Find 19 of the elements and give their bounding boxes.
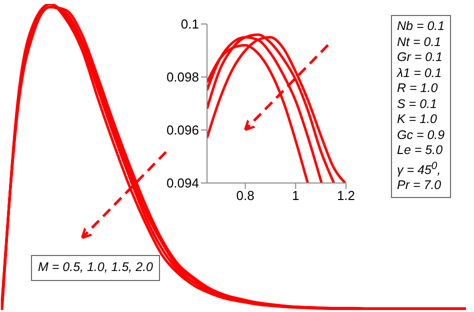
annotation: M = 0.5, 1.0, 1.5, 2.0 bbox=[31, 255, 160, 280]
y-tick-label: 0.098 bbox=[166, 70, 199, 85]
y-tick-label: 0.1 bbox=[180, 16, 199, 32]
x-tick-label: 1.2 bbox=[336, 188, 356, 204]
y-tick-label: 0.094 bbox=[166, 176, 199, 191]
annotation: Pr = 7.0 bbox=[397, 178, 442, 194]
x-tick-label: 0.8 bbox=[236, 188, 254, 204]
annotation: Nb = 0.1 bbox=[397, 19, 445, 34]
annotation: Le = 5.0 bbox=[397, 143, 444, 158]
annotation: R = 1.0 bbox=[397, 81, 439, 96]
annotation: γ = 45$^{0}$, bbox=[397, 160, 442, 178]
annotation: Gc = 0.9 bbox=[397, 128, 445, 143]
x-tick-label: 1 bbox=[292, 188, 300, 204]
annotation: Gr = 0.1 bbox=[397, 50, 444, 66]
annotation: S = 0.1 bbox=[397, 96, 438, 112]
y-tick-label: 0.096 bbox=[166, 122, 199, 138]
annotation: Nt = 0.1 bbox=[397, 34, 442, 50]
annotation: λ1 = 0.1 bbox=[397, 66, 443, 81]
annotation: K = 1.0 bbox=[397, 112, 438, 128]
